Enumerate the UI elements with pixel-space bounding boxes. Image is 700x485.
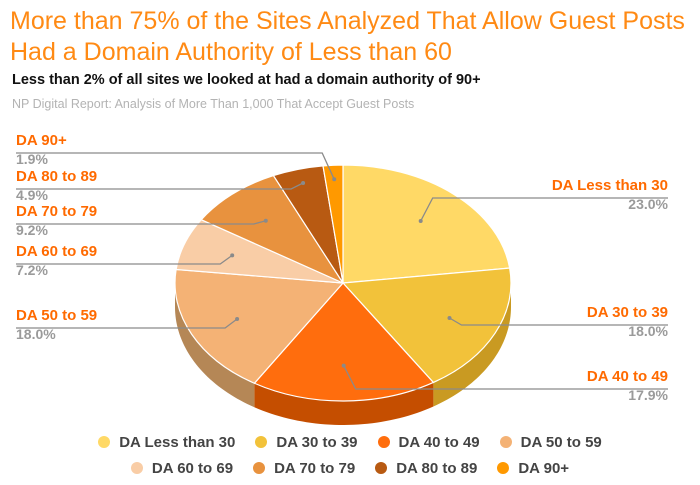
pie-side-3 — [175, 283, 255, 408]
slice-label: DA 50 to 59 — [16, 307, 97, 324]
slice-label: DA 70 to 79 — [16, 203, 97, 220]
leader-line — [16, 254, 233, 265]
chart-legend: DA Less than 30 DA 30 to 39 DA 40 to 49 … — [0, 429, 700, 481]
legend-item: DA 60 to 69 — [130, 459, 234, 477]
slice-label: DA Less than 30 — [552, 177, 668, 194]
legend-item: DA 80 to 89 — [375, 460, 477, 477]
slice-value: 4.9% — [16, 187, 48, 203]
slice-value: 17.9% — [628, 387, 668, 403]
legend-swatch — [497, 462, 510, 474]
slice-value: 23.0% — [628, 196, 668, 212]
leader-line — [420, 197, 668, 222]
leader-dot — [263, 218, 268, 223]
legend-swatch — [98, 436, 111, 448]
legend-label: DA 40 to 49 — [398, 433, 480, 451]
slice-value: 18.0% — [16, 326, 56, 342]
slice-value: 1.9% — [16, 151, 48, 167]
leader-dot — [235, 317, 240, 321]
pie-sides — [175, 283, 511, 425]
slice-label: DA 90+ — [16, 132, 67, 149]
chart-title: More than 75% of the Sites Analyzed That… — [10, 7, 685, 66]
pie-labels: DA Less than 30 23.0% DA 30 to 39 18.0% DA 4… — [16, 132, 669, 403]
pie-side-1 — [433, 283, 511, 407]
legend-label: DA 50 to 59 — [520, 433, 602, 451]
legend-swatch — [499, 436, 512, 448]
legend-swatch — [377, 436, 390, 448]
legend-label: DA 60 to 69 — [151, 459, 234, 477]
legend-label: DA 90+ — [518, 459, 570, 477]
legend-item: DA 40 to 49 — [377, 433, 480, 451]
legend-label: DA 80 to 89 — [396, 459, 478, 477]
leader-line — [16, 182, 304, 190]
legend-swatch — [253, 462, 266, 474]
chart-subtitle: Less than 2% of all sites we looked at h… — [12, 72, 481, 88]
leader-dot — [418, 219, 423, 223]
slice-label: DA 60 to 69 — [16, 243, 97, 260]
slice-label: DA 80 to 89 — [16, 168, 97, 185]
legend-swatch — [375, 462, 388, 474]
legend-item: DA 30 to 39 — [255, 433, 358, 451]
leader-line — [449, 317, 668, 326]
slice-label: DA 30 to 39 — [587, 304, 668, 321]
legend-item: DA 90+ — [497, 460, 569, 477]
chart-source-note: NP Digital Report: Analysis of More Than… — [12, 97, 415, 111]
leader-dot — [230, 253, 235, 258]
legend-row-2: DA 60 to 69 DA 70 to 79 DA 80 to 89 DA 9… — [0, 455, 700, 481]
leader-line — [16, 220, 266, 225]
pie-slice — [341, 267, 512, 384]
leader-dot — [301, 181, 306, 185]
legend-label: DA 70 to 79 — [274, 459, 356, 477]
leader-line — [16, 318, 238, 329]
slice-label: DA 40 to 49 — [587, 368, 668, 385]
pie-slice — [342, 164, 511, 284]
pie-side-2 — [254, 382, 434, 425]
legend-swatch — [130, 462, 143, 474]
legend-label: DA 30 to 39 — [276, 433, 358, 451]
legend-label: DA Less than 30 — [119, 433, 236, 451]
slice-value: 7.2% — [16, 262, 48, 278]
leader-line — [343, 365, 668, 390]
pie-slice — [200, 174, 345, 285]
pie-slice — [174, 268, 345, 384]
legend-swatch — [255, 436, 268, 448]
pie-top — [174, 164, 512, 402]
pie-slice — [322, 164, 344, 284]
legend-item: DA Less than 30 — [98, 434, 235, 451]
legend-item: DA 50 to 59 — [499, 433, 602, 451]
leader-dot — [332, 177, 337, 182]
leader-dot — [447, 316, 452, 320]
leader-line — [16, 152, 335, 180]
slice-value: 9.2% — [16, 222, 48, 238]
slice-value: 18.0% — [628, 323, 668, 339]
leader-dot — [341, 363, 346, 368]
legend-row-1: DA Less than 30 DA 30 to 39 DA 40 to 49 … — [0, 429, 700, 455]
legend-item: DA 70 to 79 — [253, 460, 355, 477]
